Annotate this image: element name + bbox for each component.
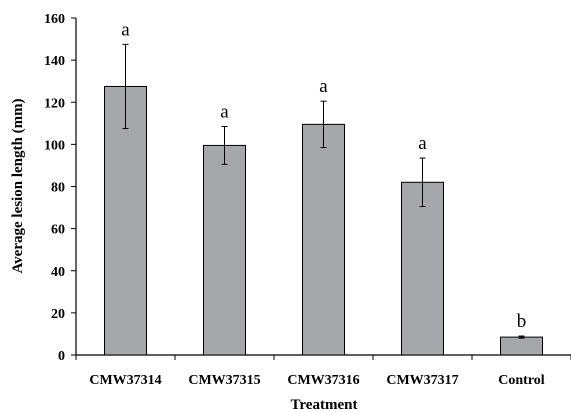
y-tick-label: 160 <box>44 12 65 27</box>
significance-letter: b <box>517 311 527 332</box>
y-tick-label: 120 <box>44 96 65 111</box>
y-tick-label: 40 <box>51 265 65 280</box>
significance-letter: a <box>418 133 427 154</box>
y-tick-label: 80 <box>51 181 65 196</box>
y-axis: 0 20 40 60 80 100 120 140 160 <box>44 12 77 364</box>
bar-cmw37317 <box>401 181 444 356</box>
x-category-label: CMW37314 <box>89 373 161 388</box>
significance-letter: a <box>121 19 130 40</box>
x-ticks: CMW37314 CMW37315 CMW37316 CMW37317 Control <box>75 355 571 388</box>
x-axis-title: Treatment <box>291 397 358 412</box>
y-tick-label: 60 <box>51 223 65 238</box>
significance-letter: a <box>319 76 328 97</box>
y-tick-label: 140 <box>44 54 65 69</box>
y-tick-label: 100 <box>44 138 65 153</box>
significance-letters: a a a a b <box>121 19 526 332</box>
y-ticks: 0 20 40 60 80 100 120 140 160 <box>44 12 76 364</box>
x-category-label: CMW37317 <box>386 373 458 388</box>
x-category-label: CMW37316 <box>287 373 359 388</box>
x-category-label: CMW37315 <box>188 373 260 388</box>
bar-cmw37316 <box>302 123 345 356</box>
bar-cmw37314 <box>104 85 147 356</box>
x-category-label: Control <box>498 373 545 388</box>
bars <box>104 85 543 356</box>
y-tick-label: 0 <box>58 349 65 364</box>
y-tick-label: 20 <box>51 307 65 322</box>
y-axis-title: Average lesion length (mm) <box>10 98 26 273</box>
error-bars <box>122 43 525 339</box>
significance-letter: a <box>220 101 229 122</box>
x-axis: CMW37314 CMW37315 CMW37316 CMW37317 Control <box>75 354 571 388</box>
bar-control <box>500 336 543 356</box>
bar-cmw37315 <box>203 144 246 356</box>
